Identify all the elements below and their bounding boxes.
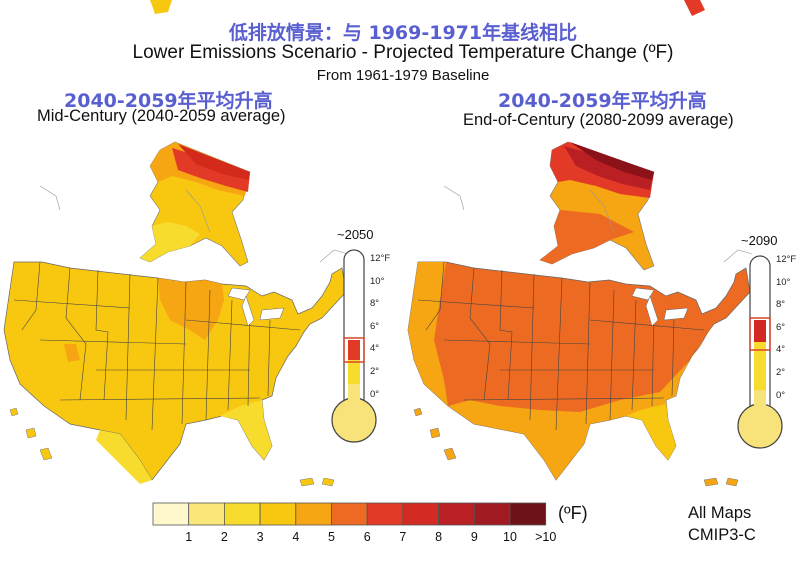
legend-tick-label: >10 bbox=[535, 530, 557, 544]
legend-cell-3 bbox=[223, 502, 261, 526]
source-line-1: All Maps bbox=[688, 504, 752, 522]
legend-cell-1 bbox=[152, 502, 190, 526]
thermometer-tick-label: 2° bbox=[776, 367, 786, 378]
legend-cell-5 bbox=[295, 502, 332, 526]
hawaii-left bbox=[9, 407, 53, 461]
legend-tick-label: 6 bbox=[363, 530, 371, 544]
thermometer-right-year: ~2090 bbox=[741, 233, 778, 248]
map-mid-century bbox=[3, 141, 349, 487]
thermometer-tick-label: 12°F bbox=[370, 253, 391, 264]
legend-tick-label: 4 bbox=[292, 530, 300, 544]
legend-tick-label: 9 bbox=[470, 530, 478, 544]
left-panel-cn-label: 2040-2059年平均升高 bbox=[64, 90, 273, 112]
islands-left bbox=[299, 477, 335, 487]
legend-cell-7 bbox=[366, 502, 404, 526]
top-fragment-right bbox=[684, 0, 705, 16]
chinese-title: 低排放情景：与 1969-1971年基线相比 bbox=[228, 22, 578, 44]
legend-tick-label: 3 bbox=[256, 530, 264, 544]
hawaii-right bbox=[413, 407, 457, 461]
right-panel-cn-label: 2040-2059年平均升高 bbox=[498, 90, 707, 112]
thermometer-tick-label: 8° bbox=[370, 298, 380, 310]
conus-left bbox=[3, 261, 347, 484]
legend-tick-label: 7 bbox=[399, 530, 407, 544]
legend-tick-label: 2 bbox=[220, 530, 228, 544]
legend-cell-6 bbox=[331, 502, 368, 526]
thermometer-tick-label: 12°F bbox=[776, 254, 797, 265]
top-fragment-left bbox=[150, 0, 172, 14]
alaska-right bbox=[539, 141, 655, 271]
legend-cell-8 bbox=[402, 502, 439, 526]
thermometer-tick-label: 2° bbox=[370, 366, 380, 377]
thermometer-tick-label: 10° bbox=[370, 275, 385, 287]
legend-tick-label: 8 bbox=[435, 530, 443, 544]
thermometer-tick-label: 6° bbox=[776, 321, 786, 333]
alaska-left bbox=[139, 141, 251, 267]
thermometer-tick-label: 0° bbox=[370, 388, 380, 400]
thermometer-tick-label: 6° bbox=[370, 320, 380, 332]
legend-cell-4 bbox=[259, 502, 297, 526]
thermometer-left bbox=[331, 249, 377, 443]
legend-tick-label: 5 bbox=[328, 530, 335, 544]
thermometer-left-year: ~2050 bbox=[337, 227, 374, 242]
legend-tick-label: 10 bbox=[503, 530, 517, 544]
source-line-2: CMIP3-C bbox=[688, 526, 756, 544]
islands-right bbox=[703, 477, 739, 487]
conus-right bbox=[407, 261, 751, 481]
legend-cell-gt10 bbox=[509, 502, 547, 526]
legend-cell-9 bbox=[438, 502, 475, 526]
thermometer-tick-label: 10° bbox=[776, 276, 791, 288]
main-title: Lower Emissions Scenario - Projected Tem… bbox=[132, 42, 674, 63]
map-end-of-century bbox=[407, 141, 753, 487]
thermometer-tick-label: 4° bbox=[776, 344, 786, 356]
left-panel-label: Mid-Century (2040-2059 average) bbox=[37, 107, 286, 125]
thermometer-tick-label: 8° bbox=[776, 299, 786, 311]
legend-cell-10 bbox=[473, 502, 511, 526]
thermometer-tick-label: 0° bbox=[776, 389, 786, 401]
thermometer-tick-label: 4° bbox=[370, 343, 380, 355]
legend-unit: (ºF) bbox=[558, 503, 588, 523]
legend-tick-label: 1 bbox=[185, 530, 193, 544]
canada-coast-left bbox=[39, 185, 349, 263]
legend-cell-2 bbox=[188, 502, 225, 526]
subtitle: From 1961-1979 Baseline bbox=[316, 67, 490, 84]
right-panel-label: End-of-Century (2080-2099 average) bbox=[463, 111, 734, 129]
legend-color-bar bbox=[152, 502, 547, 526]
canada-coast-right bbox=[443, 185, 753, 263]
thermometer-right bbox=[737, 255, 783, 449]
